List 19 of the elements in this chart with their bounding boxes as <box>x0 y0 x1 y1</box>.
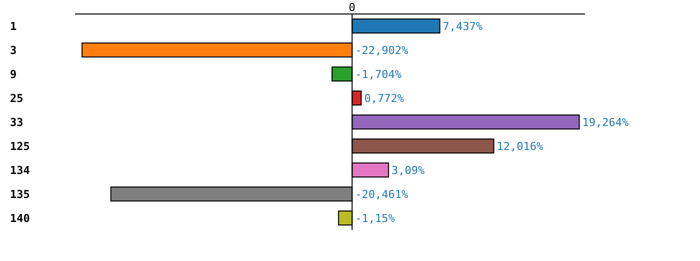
y-tick-label: 33 <box>10 116 24 129</box>
data-label: -20,461% <box>355 188 408 201</box>
data-label: 7,437% <box>442 20 483 33</box>
data-label: 0,772% <box>364 92 404 105</box>
data-label: -1,704% <box>355 68 402 81</box>
y-tick-label: 1 <box>10 20 17 33</box>
y-tick-label: 125 <box>10 140 30 153</box>
y-tick-label: 25 <box>10 92 24 105</box>
data-label: 3,09% <box>392 164 426 177</box>
y-tick-label: 9 <box>10 68 17 81</box>
data-label: -1,15% <box>355 212 396 225</box>
y-tick-label: 3 <box>10 44 17 57</box>
data-label: 19,264% <box>582 116 630 129</box>
y-tick-label: 140 <box>10 212 30 225</box>
data-label: 12,016% <box>496 140 544 153</box>
y-tick-label: 134 <box>10 164 30 177</box>
y-tick-label: 135 <box>10 188 30 201</box>
data-label: -22,902% <box>355 44 408 57</box>
ref-line-label: 0 <box>348 1 356 14</box>
